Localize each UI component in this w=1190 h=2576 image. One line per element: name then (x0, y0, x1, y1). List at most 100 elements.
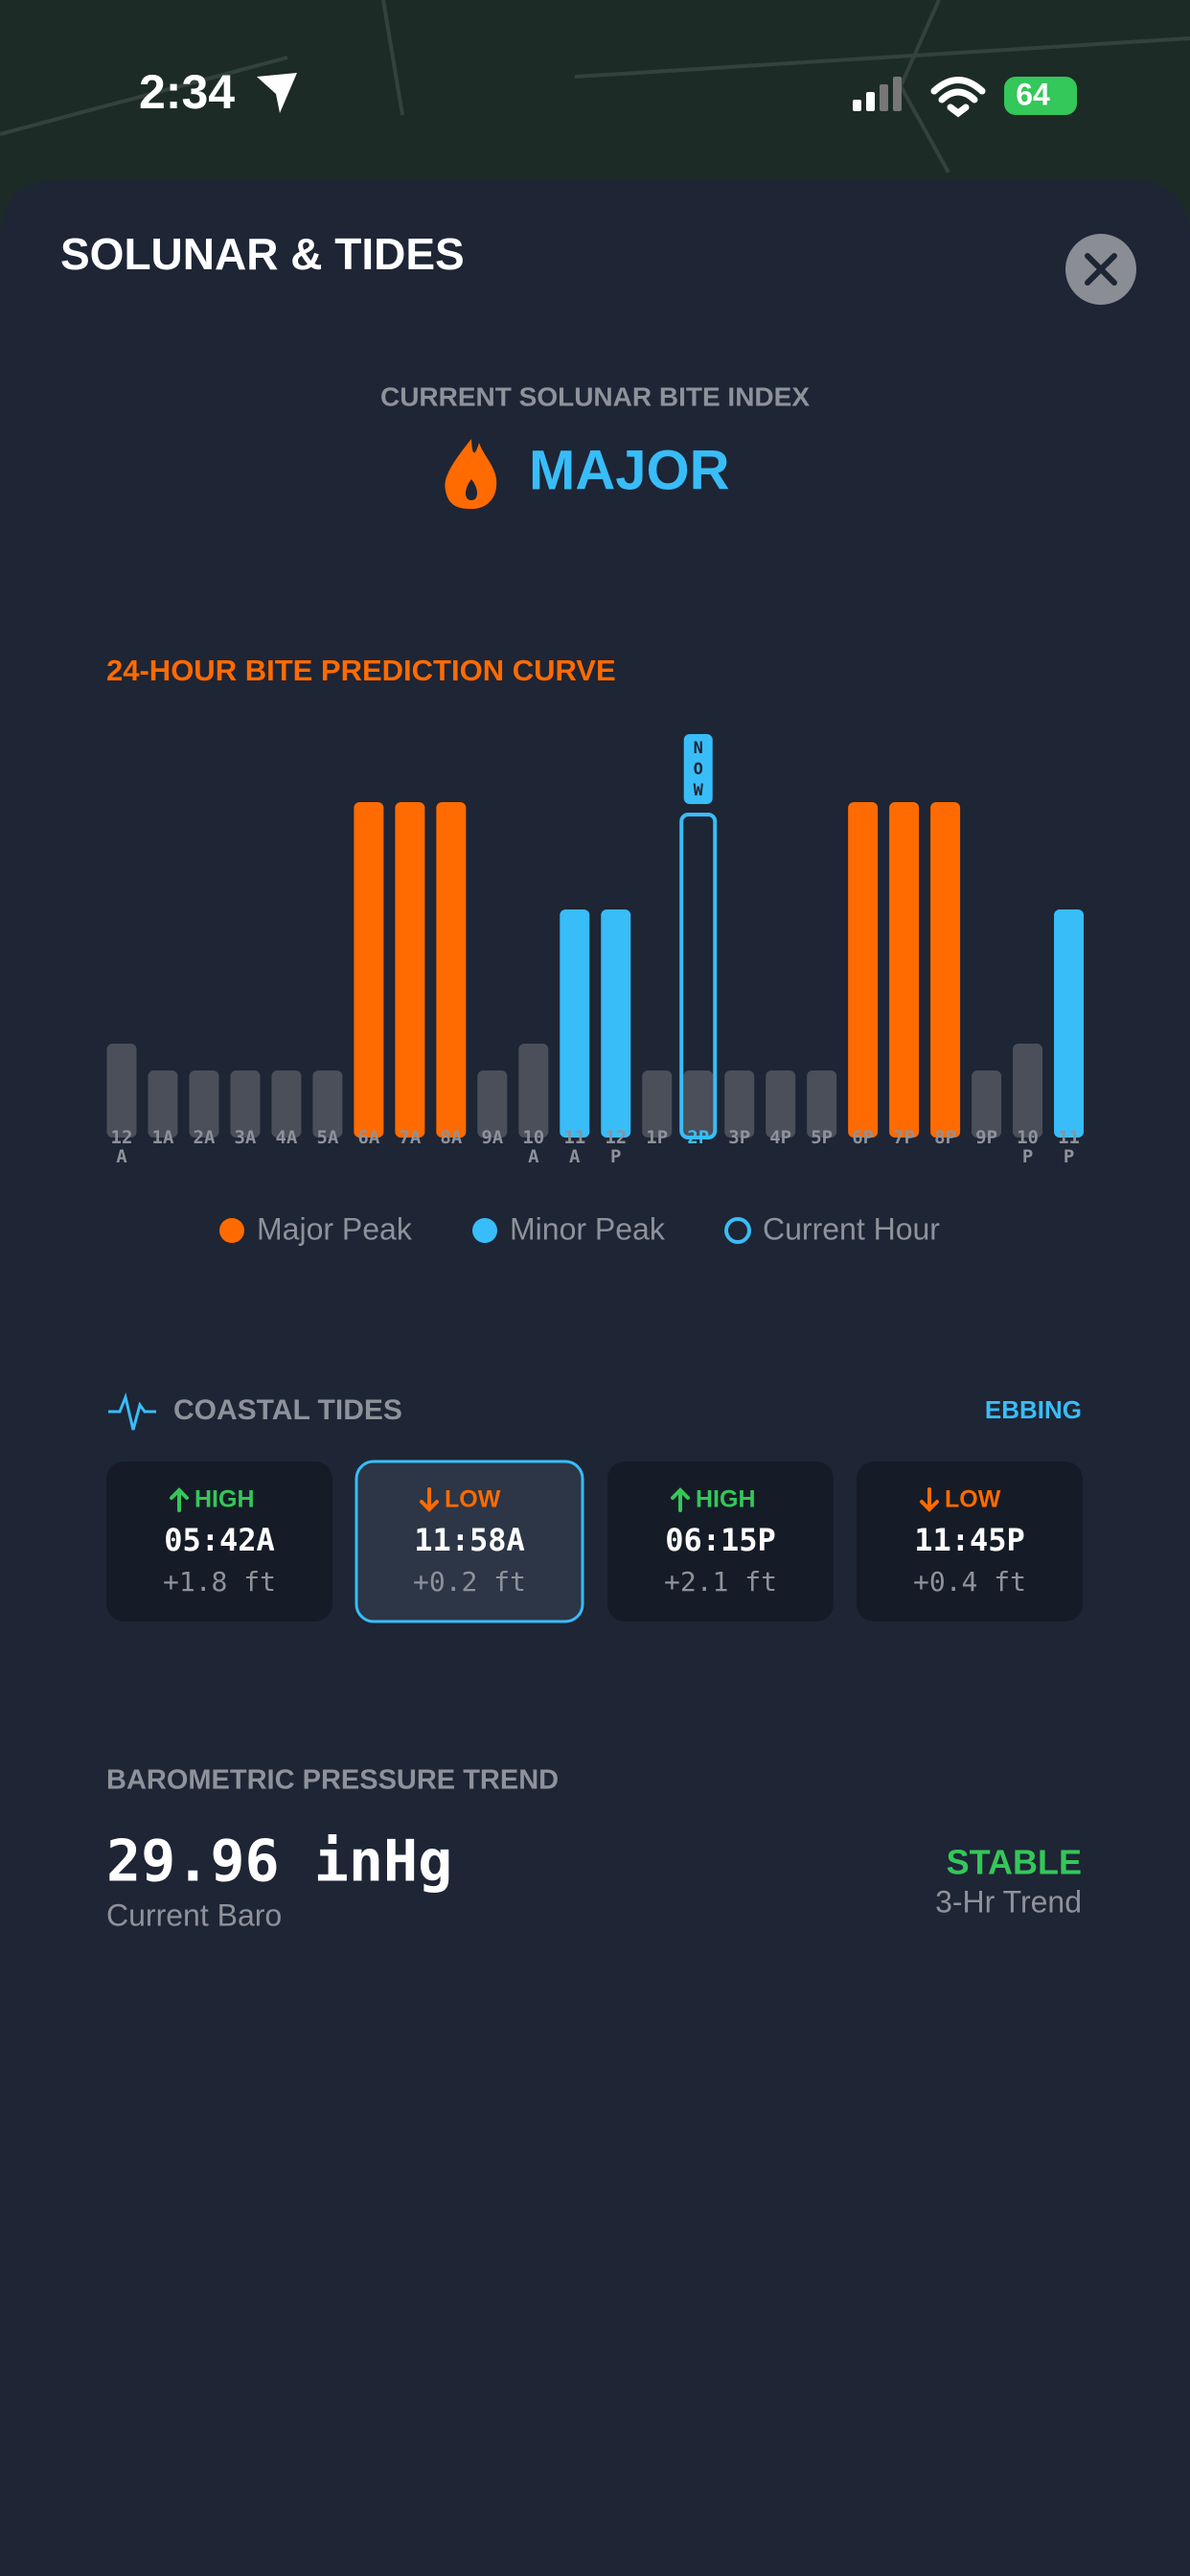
tide-card (355, 1460, 584, 1623)
bar (395, 802, 425, 1138)
x-tick-label: 8P (934, 1127, 956, 1148)
baro-value: 29.96 inHg (106, 1828, 452, 1896)
baro-trend-caption: 3-Hr Trend (935, 1884, 1082, 1919)
bar (230, 1070, 261, 1138)
x-tick-label: 11 P (1058, 1127, 1080, 1167)
legend-swatch (472, 1218, 497, 1243)
x-tick-label: 9A (481, 1127, 503, 1148)
sheet (0, 180, 1190, 2576)
x-tick-label: 10 P (1017, 1127, 1039, 1167)
tide-height: +0.4 ft (913, 1566, 1026, 1598)
x-tick-label: 8A (440, 1127, 462, 1148)
bar (518, 1044, 549, 1138)
bar (106, 1044, 137, 1138)
tides-status: EBBING (985, 1395, 1082, 1424)
x-tick-label: 9P (975, 1127, 997, 1148)
bar (354, 802, 384, 1138)
legend-label: Current Hour (763, 1211, 940, 1246)
bar (312, 1070, 343, 1138)
tide-arrow (671, 1487, 690, 1512)
x-tick-label: 1P (646, 1127, 668, 1148)
current-hour-outline (679, 813, 718, 1139)
battery-icon (1004, 77, 1077, 115)
tide-type: LOW (945, 1486, 1001, 1513)
tide-height: +2.1 ft (664, 1566, 777, 1598)
tide-arrow (920, 1487, 939, 1512)
tide-type: HIGH (195, 1486, 255, 1513)
x-tick-label: 12 P (605, 1127, 627, 1167)
bite-index-label: CURRENT SOLUNAR BITE INDEX (380, 381, 810, 411)
x-tick-label: 1A (152, 1127, 174, 1148)
bar (930, 802, 961, 1138)
tide-time: 11:58A (414, 1522, 525, 1558)
bar (683, 1070, 714, 1138)
tide-arrow (170, 1487, 189, 1512)
bar (889, 802, 920, 1138)
x-tick-label: 6P (852, 1127, 874, 1148)
bar (807, 1070, 837, 1138)
signal-icon (853, 77, 902, 111)
tide-card (607, 1461, 834, 1622)
bar (766, 1070, 796, 1138)
bar (972, 1070, 1002, 1138)
tide-type: LOW (445, 1486, 501, 1513)
bar (189, 1070, 219, 1138)
now-badge (683, 734, 713, 804)
tide-time: 05:42A (164, 1522, 275, 1558)
bar (601, 909, 631, 1138)
flame-inner (466, 479, 477, 500)
tide-card (106, 1461, 332, 1622)
tides-title: COASTAL TIDES (173, 1394, 402, 1426)
close-icon (1085, 253, 1117, 286)
tide-height: +0.2 ft (413, 1566, 526, 1598)
x-tick-label: 12 A (111, 1127, 133, 1167)
bar (1013, 1044, 1043, 1138)
x-tick-label: 4P (769, 1127, 791, 1148)
bar (271, 1070, 302, 1138)
flame-icon (445, 439, 497, 509)
bar (436, 802, 467, 1138)
x-tick-label: 10 A (522, 1127, 544, 1167)
bar (477, 1070, 508, 1138)
x-tick-label: 2A (194, 1127, 216, 1148)
x-tick-label: 3A (234, 1127, 256, 1148)
x-tick-label: 5A (316, 1127, 338, 1148)
x-tick-label: 4A (275, 1127, 297, 1148)
tide-time: 06:15P (665, 1522, 776, 1558)
bar (560, 909, 590, 1138)
bar (148, 1070, 178, 1138)
baro-caption: Current Baro (106, 1898, 282, 1932)
x-tick-label: 7P (893, 1127, 915, 1148)
x-tick-label: 6A (357, 1127, 379, 1148)
x-tick-label: 5P (811, 1127, 833, 1148)
tide-arrow (420, 1487, 439, 1512)
sheet-title: SOLUNAR & TIDES (60, 229, 465, 279)
baro-trend: STABLE (947, 1843, 1082, 1882)
tide-card (857, 1461, 1083, 1622)
x-tick-label: 7A (399, 1127, 421, 1148)
legend-swatch (724, 1217, 751, 1244)
tides-icon (108, 1392, 156, 1431)
bar (642, 1070, 673, 1138)
bar (848, 802, 879, 1138)
bar (1054, 909, 1085, 1138)
tide-height: +1.8 ft (163, 1566, 276, 1598)
tide-time: 11:45P (914, 1522, 1025, 1558)
x-tick-label: 11 A (563, 1127, 585, 1167)
legend-label: Minor Peak (510, 1211, 666, 1246)
status-time: 2:34 (139, 65, 235, 119)
baro-title: BAROMETRIC PRESSURE TREND (106, 1765, 559, 1796)
location-icon (257, 73, 297, 113)
battery-level: 64 (1016, 77, 1050, 111)
legend-label: Major Peak (257, 1211, 413, 1246)
bar (724, 1070, 755, 1138)
tide-type: HIGH (696, 1486, 756, 1513)
x-tick-label: 3P (728, 1127, 750, 1148)
bite-index-value: MAJOR (529, 439, 729, 501)
legend-swatch (219, 1218, 244, 1243)
chart-title: 24-HOUR BITE PREDICTION CURVE (106, 654, 616, 687)
wifi-icon (930, 77, 986, 118)
